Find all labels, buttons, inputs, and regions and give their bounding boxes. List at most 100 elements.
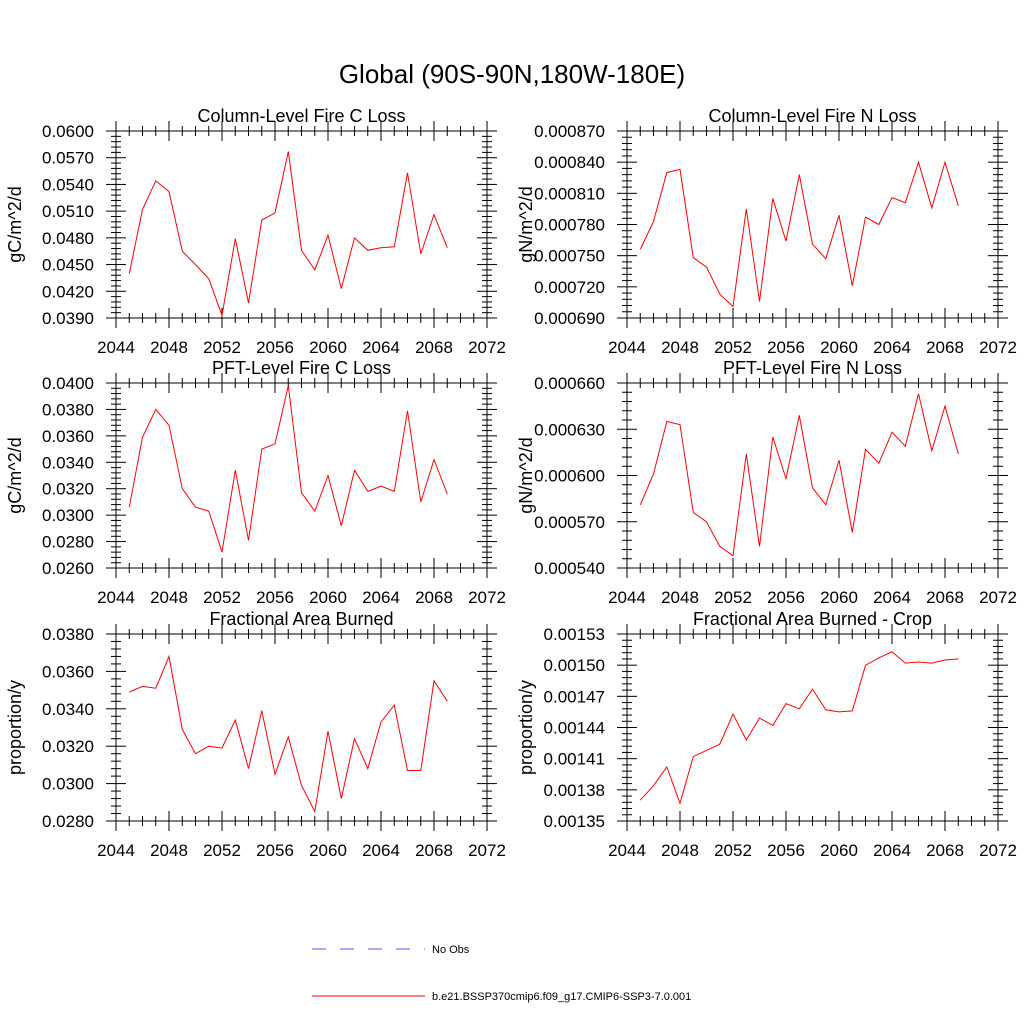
y-tick-label: 0.0510 bbox=[42, 202, 94, 221]
x-tick-label: 2060 bbox=[820, 588, 858, 607]
y-tick-label: 0.00138 bbox=[544, 781, 605, 800]
x-tick-label: 2068 bbox=[415, 588, 453, 607]
series-line bbox=[128, 151, 448, 318]
y-tick-label: 0.000600 bbox=[534, 467, 605, 486]
x-tick-label: 2072 bbox=[979, 588, 1017, 607]
y-tick-label: 0.000810 bbox=[534, 184, 605, 203]
y-tick-label: 0.000870 bbox=[534, 122, 605, 141]
y-tick-label: 0.0340 bbox=[42, 700, 94, 719]
x-tick-label: 2052 bbox=[203, 588, 241, 607]
chart-title: PFT-Level Fire N Loss bbox=[723, 358, 902, 378]
x-tick-label: 2052 bbox=[203, 338, 241, 357]
x-tick-label: 2060 bbox=[820, 338, 858, 357]
x-tick-label: 2044 bbox=[608, 588, 646, 607]
x-tick-label: 2060 bbox=[309, 841, 347, 860]
y-tick-label: 0.00141 bbox=[544, 750, 605, 769]
chart-panel: Fractional Area Burned proportion/y 2044 20… bbox=[5, 609, 506, 860]
x-tick-label: 2064 bbox=[362, 588, 400, 607]
x-tick-label: 2064 bbox=[362, 338, 400, 357]
plot-frame bbox=[115, 633, 488, 822]
x-tick-label: 2064 bbox=[873, 338, 911, 357]
x-tick-label: 2064 bbox=[362, 841, 400, 860]
y-tick-label: 0.0280 bbox=[42, 812, 94, 831]
x-tick-label: 2052 bbox=[714, 588, 752, 607]
y-tick-label: 0.00153 bbox=[544, 625, 605, 644]
y-tick-label: 0.0480 bbox=[42, 229, 94, 248]
x-tick-label: 2064 bbox=[873, 588, 911, 607]
x-tick-label: 2056 bbox=[256, 841, 294, 860]
x-tick-label: 2048 bbox=[150, 338, 188, 357]
y-tick-label: 0.0320 bbox=[42, 480, 94, 499]
x-tick-label: 2056 bbox=[767, 338, 805, 357]
x-tick-label: 2052 bbox=[714, 841, 752, 860]
y-tick-label: 0.00135 bbox=[544, 812, 605, 831]
x-tick-label: 2060 bbox=[309, 338, 347, 357]
y-tick-label: 0.00147 bbox=[544, 687, 605, 706]
x-tick-label: 2072 bbox=[979, 841, 1017, 860]
y-tick-label: 0.0400 bbox=[42, 374, 94, 393]
x-tick-label: 2064 bbox=[873, 841, 911, 860]
plot-frame bbox=[115, 382, 488, 569]
chart-title: Fractional Area Burned - Crop bbox=[693, 609, 932, 629]
x-tick-label: 2060 bbox=[309, 588, 347, 607]
legend-obs-label: No Obs bbox=[432, 944, 470, 956]
chart-title: Fractional Area Burned bbox=[209, 609, 393, 629]
x-tick-label: 2068 bbox=[926, 841, 964, 860]
y-tick-label: 0.0340 bbox=[42, 453, 94, 472]
x-tick-label: 2060 bbox=[820, 841, 858, 860]
y-tick-label: 0.0600 bbox=[42, 122, 94, 141]
x-tick-label: 2056 bbox=[256, 338, 294, 357]
y-tick-label: 0.000570 bbox=[534, 513, 605, 532]
x-tick-label: 2048 bbox=[661, 841, 699, 860]
x-tick-label: 2052 bbox=[203, 841, 241, 860]
x-tick-label: 2072 bbox=[979, 338, 1017, 357]
series-line bbox=[128, 385, 448, 553]
series-line bbox=[639, 393, 959, 557]
chart-title: Column-Level Fire C Loss bbox=[197, 106, 405, 126]
x-tick-label: 2056 bbox=[256, 588, 294, 607]
y-tick-label: 0.0280 bbox=[42, 533, 94, 552]
plot-frame bbox=[626, 130, 999, 319]
legend-model-label: b.e21.BSSP370cmip6.f09_g17.CMIP6-SSP3-7.… bbox=[432, 991, 691, 1003]
y-tick-label: 0.0390 bbox=[42, 309, 94, 328]
x-tick-label: 2072 bbox=[468, 841, 506, 860]
page-title: Global (90S-90N,180W-180E) bbox=[339, 59, 685, 89]
y-tick-label: 0.0420 bbox=[42, 282, 94, 301]
y-tick-label: 0.000840 bbox=[534, 153, 605, 172]
x-tick-label: 2068 bbox=[415, 338, 453, 357]
y-tick-label: 0.0380 bbox=[42, 400, 94, 419]
y-tick-label: 0.00144 bbox=[544, 719, 605, 738]
chart-panel: Fractional Area Burned - Crop proportion/… bbox=[516, 609, 1017, 860]
y-axis-label: gC/m^2/d bbox=[5, 437, 25, 513]
y-tick-label: 0.0570 bbox=[42, 149, 94, 168]
y-tick-label: 0.0260 bbox=[42, 559, 94, 578]
y-tick-label: 0.000750 bbox=[534, 247, 605, 266]
y-tick-label: 0.000780 bbox=[534, 216, 605, 235]
y-tick-label: 0.000540 bbox=[534, 559, 605, 578]
x-tick-label: 2068 bbox=[926, 338, 964, 357]
chart-panel: Column-Level Fire N Loss gN/m^2/d 2044 2048… bbox=[516, 106, 1017, 357]
x-tick-label: 2068 bbox=[415, 841, 453, 860]
y-tick-label: 0.0450 bbox=[42, 256, 94, 275]
y-tick-label: 0.000690 bbox=[534, 309, 605, 328]
x-tick-label: 2044 bbox=[97, 841, 135, 860]
y-tick-label: 0.0360 bbox=[42, 662, 94, 681]
y-tick-label: 0.0320 bbox=[42, 737, 94, 756]
y-tick-label: 0.0540 bbox=[42, 175, 94, 194]
x-tick-label: 2056 bbox=[767, 841, 805, 860]
y-axis-label: proportion/y bbox=[516, 680, 536, 775]
x-tick-label: 2068 bbox=[926, 588, 964, 607]
y-tick-label: 0.000630 bbox=[534, 420, 605, 439]
y-axis-label: gC/m^2/d bbox=[5, 186, 25, 262]
plot-frame bbox=[115, 130, 488, 319]
x-tick-label: 2044 bbox=[97, 338, 135, 357]
y-axis-label: gN/m^2/d bbox=[516, 437, 536, 513]
y-tick-label: 0.000720 bbox=[534, 278, 605, 297]
x-tick-label: 2048 bbox=[150, 841, 188, 860]
chart-panel: Column-Level Fire C Loss gC/m^2/d 2044 2048… bbox=[5, 106, 506, 357]
x-tick-label: 2044 bbox=[608, 841, 646, 860]
y-tick-label: 0.000660 bbox=[534, 374, 605, 393]
x-tick-label: 2052 bbox=[714, 338, 752, 357]
series-line bbox=[129, 654, 448, 814]
chart-title: Column-Level Fire N Loss bbox=[708, 106, 916, 126]
